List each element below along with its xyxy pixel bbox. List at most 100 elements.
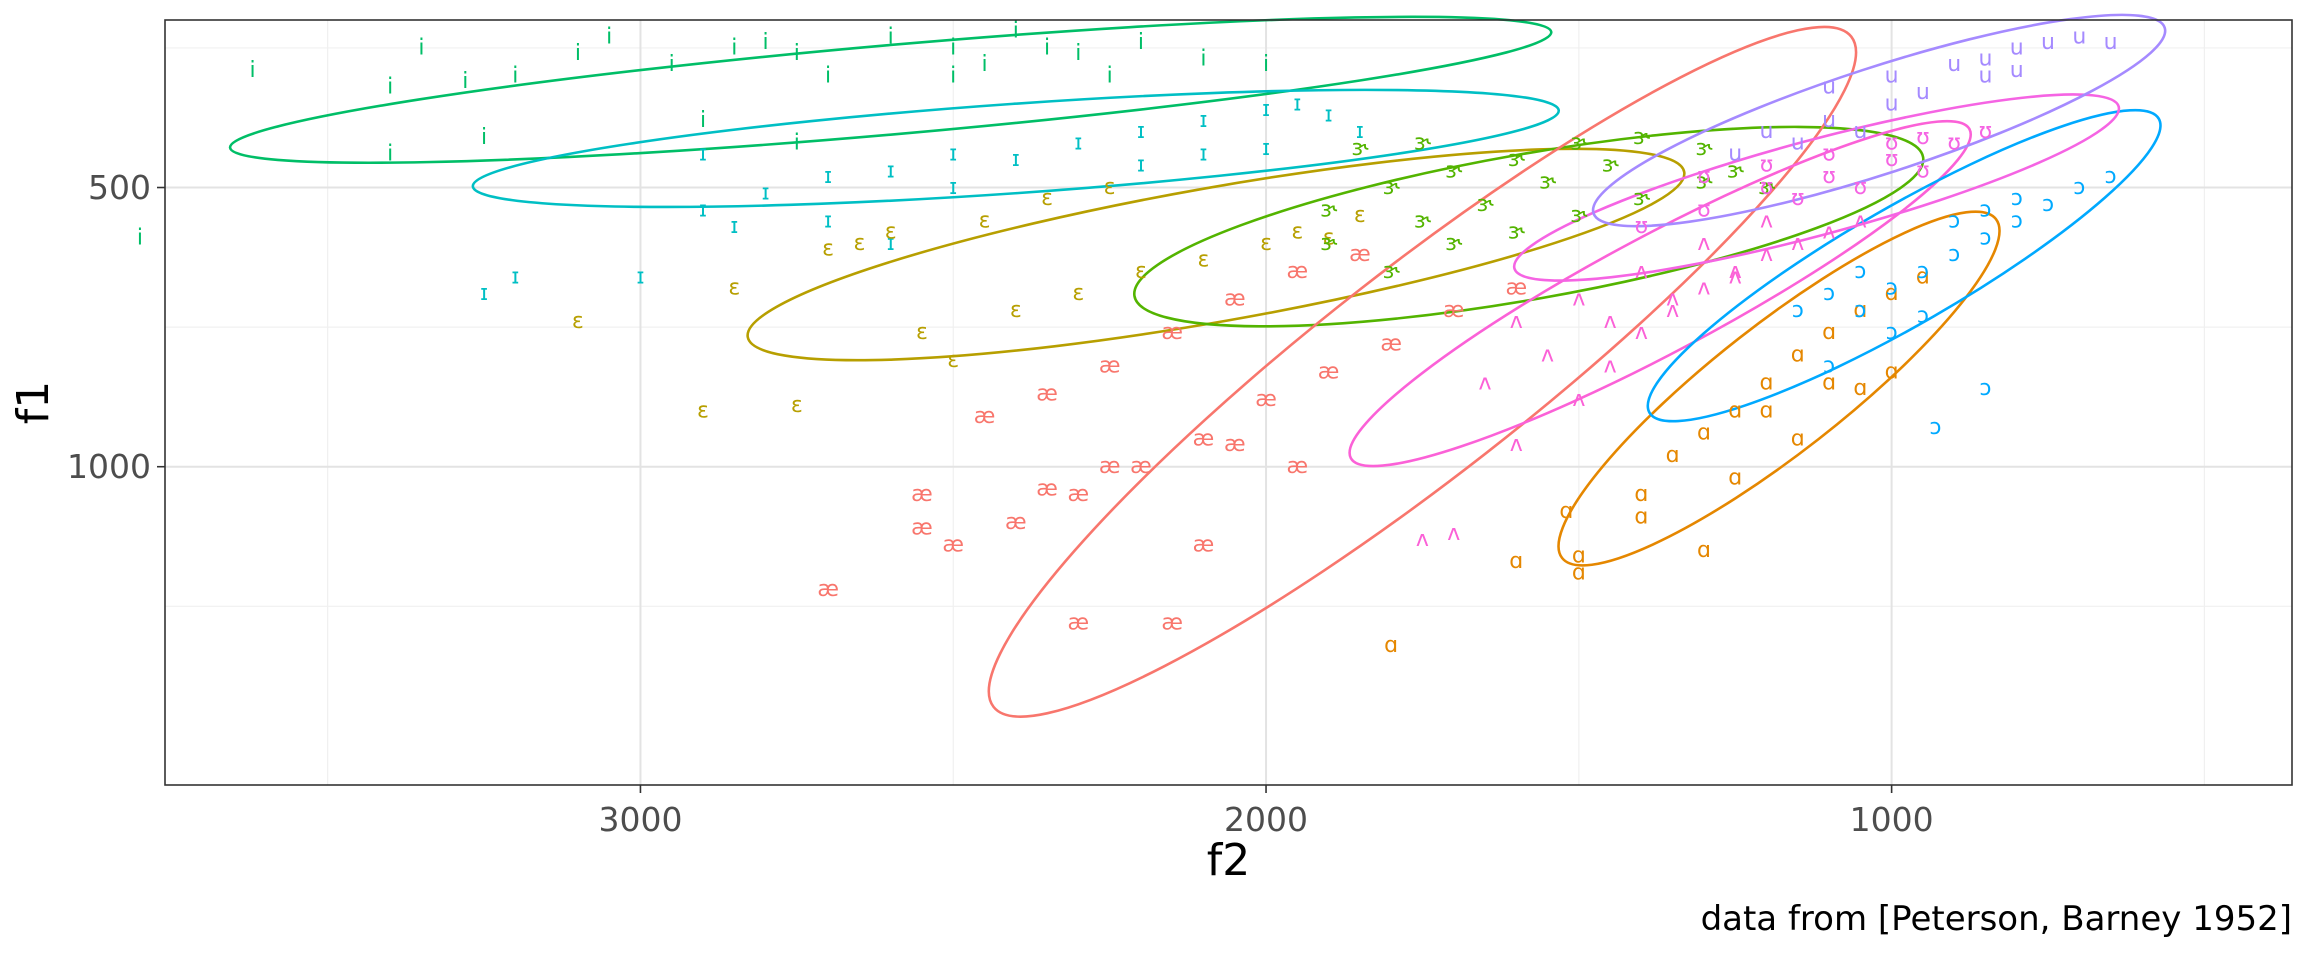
- data-point: ɝ: [1570, 130, 1587, 155]
- data-point: ʌ: [1635, 320, 1648, 345]
- data-point: ɑ: [1559, 499, 1573, 524]
- data-point: ɑ: [1697, 421, 1711, 446]
- data-point: i: [1013, 19, 1019, 44]
- data-point: ɪ: [887, 231, 895, 256]
- data-point: ɝ: [1695, 169, 1712, 194]
- data-point: ɪ: [511, 264, 519, 289]
- data-point: ɑ: [1728, 398, 1742, 423]
- x-tick-label: 1000: [1850, 800, 1934, 839]
- data-point: ʌ: [1510, 432, 1523, 457]
- data-point: ʌ: [1416, 527, 1429, 552]
- data-point: ɝ: [1633, 186, 1650, 211]
- ellipse-ɔ: [1646, 108, 2162, 423]
- data-point: ɑ: [1822, 370, 1836, 395]
- data-point: ɪ: [1199, 108, 1207, 133]
- ellipse-ɝ: [1132, 125, 1925, 328]
- data-point: æ: [1443, 298, 1465, 323]
- data-point: ɛ: [1135, 259, 1147, 284]
- data-point: u: [1885, 63, 1899, 88]
- data-point: ʊ: [1760, 175, 1774, 200]
- data-point: ɛ: [947, 348, 959, 373]
- data-point: i: [1200, 47, 1206, 72]
- data-point: æ: [974, 404, 996, 429]
- data-point: ɪ: [1293, 91, 1301, 116]
- data-point: ʌ: [1760, 242, 1773, 267]
- chart-caption: data from [Peterson, Barney 1952]: [1701, 899, 2292, 939]
- data-point: i: [731, 35, 737, 60]
- data-point: u: [2041, 30, 2055, 55]
- data-point: ʌ: [1729, 264, 1742, 289]
- data-point: u: [1822, 108, 1836, 133]
- data-point: i: [1107, 63, 1113, 88]
- data-point: ɝ: [1758, 175, 1775, 200]
- data-point: ɪ: [1325, 102, 1333, 127]
- data-point: ɪ: [1262, 97, 1270, 122]
- data-point: ɔ: [1979, 197, 1991, 222]
- data-point: i: [794, 41, 800, 66]
- ellipse-u: [1591, 13, 2167, 228]
- data-point: ɝ: [1445, 158, 1462, 183]
- data-point: ɑ: [1916, 264, 1930, 289]
- data-point: ɛ: [697, 398, 709, 423]
- data-point: ɪ: [699, 142, 707, 167]
- data-point: ɝ: [1508, 147, 1525, 172]
- data-point: ɔ: [1823, 354, 1835, 379]
- y-tick-label: 500: [88, 168, 151, 207]
- data-point: ɛ: [728, 276, 740, 301]
- data-point: i: [950, 35, 956, 60]
- x-axis-title: f2: [1207, 835, 1250, 886]
- data-point: i: [250, 58, 256, 83]
- data-point: ɔ: [1979, 225, 1991, 250]
- data-point: ʊ: [1760, 153, 1774, 178]
- data-point: ʊ: [1822, 142, 1836, 167]
- data-point: u: [1728, 142, 1742, 167]
- data-point: ɑ: [1853, 298, 1867, 323]
- data-point: ʊ: [1822, 164, 1836, 189]
- data-point: ɑ: [1791, 343, 1805, 368]
- data-point: ʌ: [1823, 220, 1836, 245]
- data-point: ʊ: [1635, 214, 1649, 239]
- data-point: u: [1853, 119, 1867, 144]
- data-point: ɝ: [1727, 158, 1744, 183]
- data-point: ɑ: [1760, 370, 1774, 395]
- data-point: u: [1978, 47, 1992, 72]
- data-point: ʌ: [1447, 521, 1460, 546]
- data-point: ɪ: [699, 197, 707, 222]
- data-point: ʌ: [1666, 287, 1679, 312]
- ellipse-ʊ: [1512, 93, 2121, 282]
- data-point: ɪ: [1356, 119, 1364, 144]
- data-point: æ: [1349, 242, 1371, 267]
- data-point: ɑ: [1885, 281, 1899, 306]
- data-point: ʊ: [1916, 125, 1930, 150]
- data-point: i: [1138, 30, 1144, 55]
- data-point: æ: [1161, 320, 1183, 345]
- data-point: ɔ: [2011, 209, 2023, 234]
- data-point: ɑ: [1697, 538, 1711, 563]
- data-point: ɛ: [885, 220, 897, 245]
- data-point: ɔ: [1979, 376, 1991, 401]
- data-point: ʊ: [1854, 175, 1868, 200]
- data-point: i: [387, 75, 393, 100]
- data-point: i: [575, 41, 581, 66]
- data-point: ɝ: [1445, 231, 1462, 256]
- data-point: æ: [1193, 426, 1215, 451]
- data-point: æ: [1099, 354, 1121, 379]
- data-point: i: [981, 52, 987, 77]
- y-axis-title: f1: [8, 381, 59, 424]
- data-point: ʌ: [1572, 387, 1585, 412]
- data-point: ɛ: [1198, 248, 1210, 273]
- data-point: ɝ: [1476, 192, 1493, 217]
- data-point: ʊ: [1791, 186, 1805, 211]
- data-point: ɪ: [636, 264, 644, 289]
- data-point: ɑ: [1634, 504, 1648, 529]
- data-point: æ: [1255, 387, 1277, 412]
- data-point: æ: [1099, 454, 1121, 479]
- data-point: ɔ: [2011, 186, 2023, 211]
- data-point: ɔ: [1948, 209, 1960, 234]
- data-point: ɔ: [1917, 259, 1929, 284]
- data-point: ɪ: [949, 175, 957, 200]
- data-point: i: [950, 63, 956, 88]
- data-point: æ: [911, 516, 933, 541]
- data-point: æ: [1005, 510, 1027, 535]
